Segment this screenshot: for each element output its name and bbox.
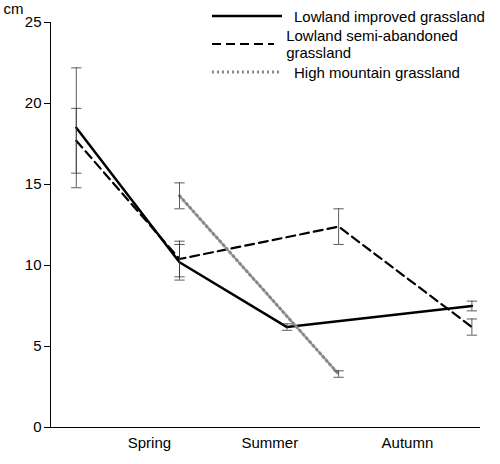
html-text:Lowland semi-abandoned grassla: Lowland semi-abandoned grassland — [286, 27, 458, 61]
html-text:Lowland improved grassland: Lowland improved grassland — [294, 7, 485, 25]
svg-text:0: 0 — [33, 418, 41, 435]
svg-text:Summer: Summer — [241, 434, 298, 451]
svg-text:15: 15 — [25, 175, 42, 192]
svg-text:20: 20 — [25, 94, 42, 111]
svg-text:cm: cm — [4, 0, 24, 17]
svg-text:Autumn: Autumn — [382, 434, 434, 451]
html-text:High mountain grassland: High mountain grassland — [294, 63, 460, 81]
svg-text:10: 10 — [25, 256, 42, 273]
svg-text:25: 25 — [25, 13, 42, 30]
svg-text:Spring: Spring — [128, 434, 171, 451]
svg-text:5: 5 — [33, 337, 41, 354]
